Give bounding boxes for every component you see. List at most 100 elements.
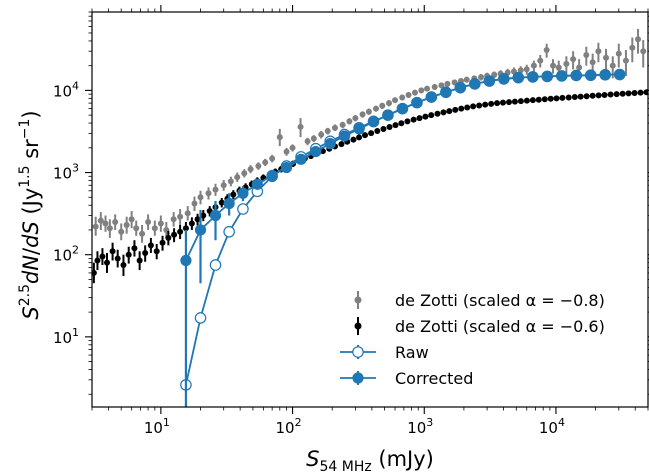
data-point <box>392 122 399 129</box>
data-point <box>220 182 227 189</box>
data-point <box>205 190 212 197</box>
data-point <box>499 99 506 106</box>
legend: de Zotti (scaled α = −0.8) de Zotti (scal… <box>340 291 605 388</box>
data-point <box>102 220 109 227</box>
data-point <box>619 90 626 97</box>
data-point <box>97 217 104 224</box>
data-point <box>570 56 577 63</box>
data-point <box>463 76 470 83</box>
data-point <box>446 108 453 115</box>
y-axis-label: S2.5dN/dS (Jy1.5 sr−1) <box>17 110 43 319</box>
data-point <box>380 125 387 132</box>
data-point <box>543 47 550 54</box>
data-point <box>142 249 149 256</box>
data-point <box>145 219 152 226</box>
data-point <box>488 100 495 107</box>
data-point <box>470 103 477 110</box>
data-point <box>614 68 626 81</box>
data-point <box>367 116 380 128</box>
x-tick-label: 102 <box>276 416 302 437</box>
data-point <box>559 94 566 101</box>
data-point <box>530 62 537 69</box>
data-point <box>346 118 353 125</box>
data-point <box>352 115 359 122</box>
ticks-layer: 101 102 103 104 101 102 103 104 <box>53 5 649 437</box>
data-point <box>165 234 172 241</box>
data-point <box>422 113 429 120</box>
data-point <box>511 98 518 105</box>
data-point <box>94 257 101 264</box>
data-point <box>603 54 610 61</box>
data-point <box>613 91 620 98</box>
data-point <box>368 130 375 137</box>
data-point <box>177 228 184 235</box>
data-point <box>180 254 192 267</box>
data-point <box>359 111 366 118</box>
data-point <box>599 69 611 81</box>
legend-marker <box>354 296 362 304</box>
data-point <box>416 115 423 122</box>
data-point <box>324 128 331 135</box>
data-point <box>177 213 184 220</box>
data-point <box>392 97 399 104</box>
legend-item: Raw <box>340 343 429 362</box>
data-point <box>324 138 336 150</box>
legend-item: de Zotti (scaled α = −0.6) <box>354 317 605 336</box>
data-point <box>386 100 393 107</box>
data-point <box>151 225 158 232</box>
data-point <box>104 259 111 266</box>
series-3 <box>180 68 626 407</box>
data-point <box>523 97 530 104</box>
series-layer <box>92 28 648 407</box>
y-tick-label: 103 <box>53 162 79 183</box>
legend-item: de Zotti (scaled α = −0.8) <box>354 291 605 310</box>
data-point <box>379 102 386 109</box>
data-point <box>112 219 119 226</box>
data-point <box>159 239 166 246</box>
data-point <box>576 64 583 71</box>
data-point <box>223 225 235 238</box>
data-point <box>92 223 99 230</box>
data-point <box>223 197 235 210</box>
data-point <box>541 70 553 83</box>
legend-label: Raw <box>395 343 429 362</box>
data-point <box>237 187 249 199</box>
legend-item: Corrected <box>340 369 473 388</box>
data-point <box>555 64 562 71</box>
data-point <box>444 80 451 87</box>
data-point <box>92 269 97 276</box>
data-point <box>607 91 614 98</box>
data-point <box>99 253 106 260</box>
data-point <box>295 153 307 165</box>
data-point <box>255 163 262 170</box>
data-point <box>517 98 524 105</box>
legend-marker <box>352 372 364 384</box>
data-point <box>512 72 524 84</box>
data-point <box>227 178 234 185</box>
data-point <box>609 62 616 69</box>
plot-frame <box>91 11 649 408</box>
data-point <box>191 200 198 207</box>
data-point <box>570 69 582 82</box>
data-point <box>339 121 346 128</box>
data-point <box>541 96 548 103</box>
data-point <box>529 97 536 104</box>
data-point <box>398 120 405 127</box>
data-point <box>625 90 632 97</box>
data-point <box>372 105 379 112</box>
data-point <box>454 82 466 94</box>
data-point <box>595 92 602 99</box>
data-point <box>505 99 512 106</box>
data-point <box>289 144 296 151</box>
data-point <box>595 48 602 55</box>
data-point <box>153 248 160 255</box>
data-point <box>440 109 447 116</box>
y-tick-label: 102 <box>53 244 79 265</box>
data-point <box>404 118 411 125</box>
data-point <box>131 245 138 252</box>
data-point <box>128 216 135 223</box>
data-point <box>431 83 438 90</box>
y-tick-label: 104 <box>53 79 79 100</box>
